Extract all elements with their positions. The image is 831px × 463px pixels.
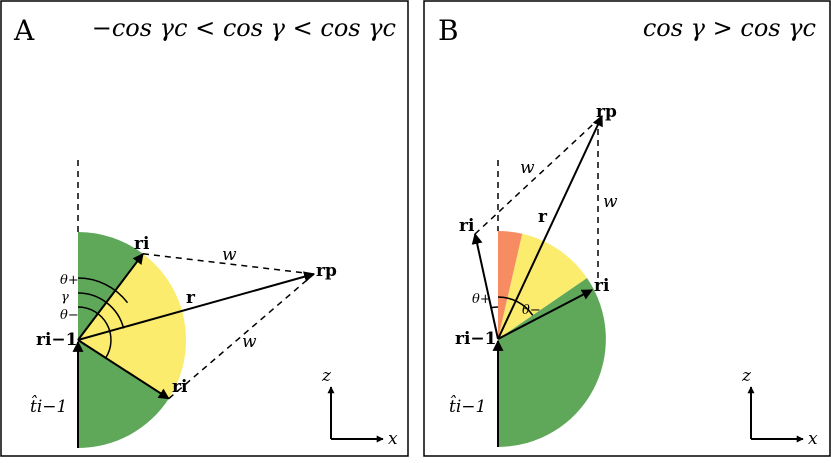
- label-theta-plus: θ+: [60, 273, 79, 288]
- label-r-p: rp: [596, 102, 617, 122]
- label-r-prev: ri−1: [36, 330, 78, 350]
- vector-r-i-right: [497, 289, 593, 340]
- w-line-left: [474, 115, 603, 235]
- label-r-i-upper: ri: [134, 234, 150, 254]
- label-gamma: γ: [61, 290, 69, 305]
- label-theta-minus: θ−: [522, 303, 541, 318]
- panel-b-axes: z x: [741, 366, 818, 449]
- label-r-i-left: ri: [459, 216, 475, 236]
- panel-b: B cos γ > cos γc ri−1 ri ri rp r w w θ+ …: [423, 0, 831, 457]
- label-theta-minus: θ−: [60, 308, 79, 323]
- panel-a: A −cos γc < cos γ < cos γc ri−1 ri ri rp…: [0, 0, 409, 457]
- label-r-i-right: ri: [594, 276, 610, 296]
- label-w-left: w: [520, 158, 535, 178]
- theta-plus-arc: [77, 277, 129, 304]
- sector-yellow: [498, 233, 587, 339]
- sector-yellow: [78, 253, 187, 399]
- label-r-p: rp: [316, 261, 337, 281]
- theta-minus-arc: [497, 296, 534, 316]
- label-r-i-lower: ri: [172, 377, 188, 397]
- panel-a-condition: −cos γc < cos γ < cos γc: [92, 14, 396, 42]
- label-w-upper: w: [222, 245, 237, 265]
- z-axis-label: z: [321, 366, 332, 386]
- vector-r-i-upper: [77, 252, 144, 341]
- panel-a-frame: [0, 0, 409, 457]
- theta-minus-arc: [77, 306, 112, 359]
- label-t-hat: t̂i−1: [449, 395, 486, 417]
- sector-green-lower: [78, 340, 169, 449]
- sector-orange: [498, 230, 523, 339]
- vector-r-i-left: [471, 232, 499, 340]
- vector-r: [77, 271, 316, 341]
- sector-green-upper: [78, 232, 143, 340]
- panel-b-letter: B: [438, 14, 459, 47]
- w-line-upper: [142, 253, 315, 275]
- label-r: r: [186, 288, 196, 308]
- panel-b-condition: cos γ > cos γc: [643, 14, 816, 42]
- label-theta-plus: θ+: [472, 292, 491, 307]
- vector-r-i-lower: [77, 339, 170, 400]
- panel-a-axes: z x: [321, 366, 398, 449]
- panel-b-frame: [423, 0, 831, 457]
- label-r: r: [538, 207, 548, 227]
- panel-a-letter: A: [13, 14, 35, 47]
- label-r-prev: ri−1: [455, 329, 497, 349]
- label-w-right: w: [603, 192, 618, 212]
- vector-r: [497, 115, 603, 340]
- w-line-lower: [168, 273, 315, 400]
- label-w-lower: w: [242, 332, 257, 352]
- x-axis-label: x: [388, 429, 398, 449]
- label-t-hat: t̂i−1: [30, 395, 67, 417]
- sector-green: [498, 278, 606, 447]
- x-axis-label: x: [808, 429, 818, 449]
- z-axis-label: z: [741, 366, 752, 386]
